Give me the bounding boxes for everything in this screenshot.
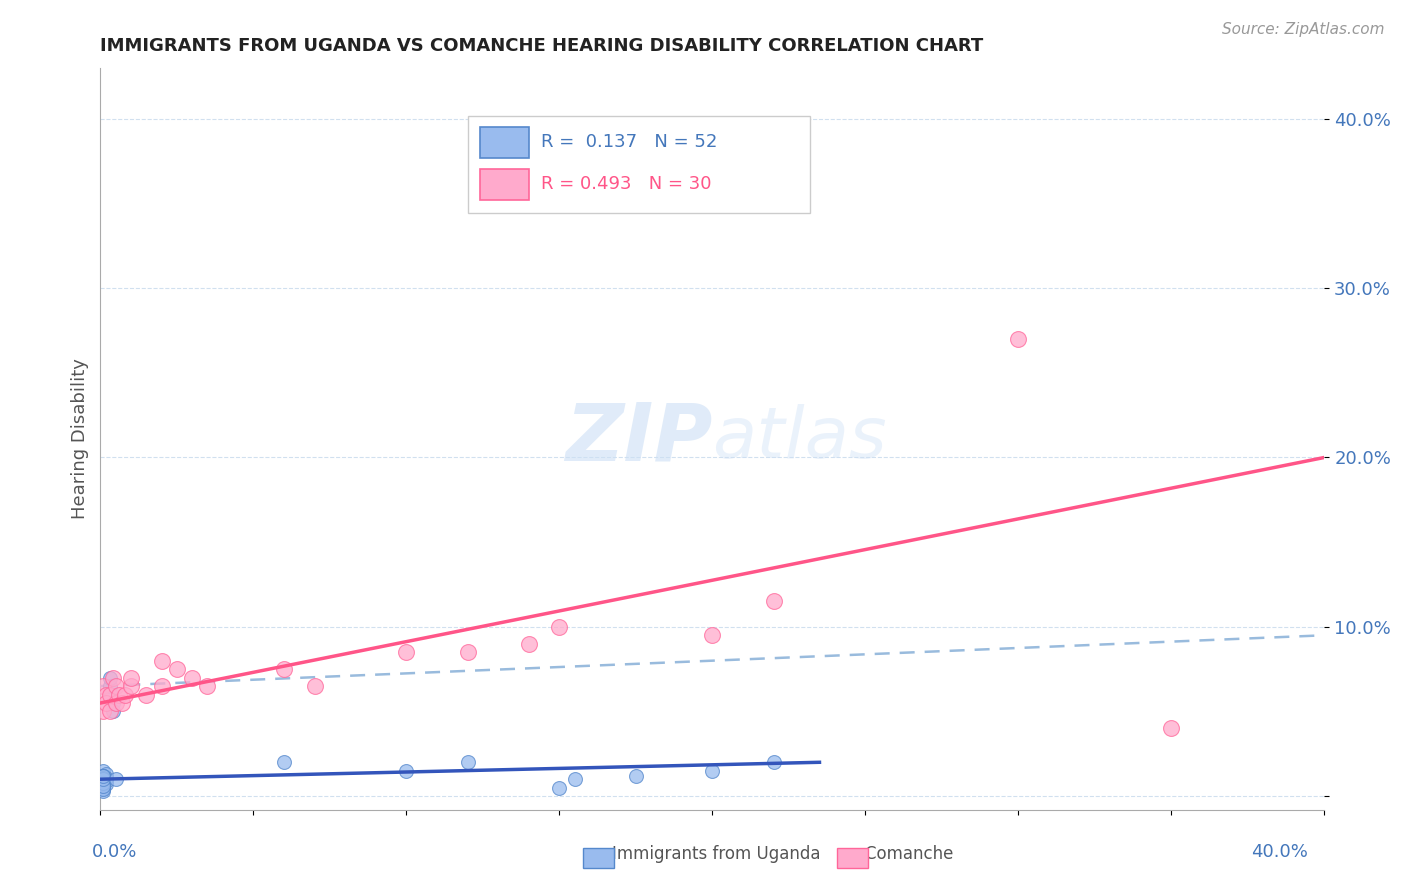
Point: [114, 688, 136, 702]
Point: [120, 671, 142, 685]
Point: [93, 780, 115, 795]
Point: [101, 671, 124, 685]
Point: [104, 772, 127, 787]
Point: [93, 779, 115, 793]
Point: [93, 775, 115, 789]
Text: R = 0.493   N = 30: R = 0.493 N = 30: [541, 175, 711, 193]
Point: [104, 679, 127, 693]
Point: [197, 679, 219, 693]
Point: [93, 764, 115, 778]
Point: [96, 773, 118, 788]
Point: [150, 679, 173, 693]
Point: [395, 645, 418, 659]
Point: [1007, 332, 1029, 346]
Point: [702, 764, 724, 778]
Point: [93, 769, 115, 783]
Point: [98, 688, 121, 702]
Point: [93, 769, 115, 783]
Point: [457, 756, 479, 770]
Point: [273, 662, 295, 676]
Point: [93, 773, 115, 788]
Point: [517, 637, 540, 651]
Text: IMMIGRANTS FROM UGANDA VS COMANCHE HEARING DISABILITY CORRELATION CHART: IMMIGRANTS FROM UGANDA VS COMANCHE HEARI…: [100, 37, 984, 55]
Text: 40.0%: 40.0%: [1251, 843, 1308, 861]
Point: [96, 772, 118, 787]
Text: Immigrants from Uganda: Immigrants from Uganda: [591, 846, 820, 863]
Point: [104, 696, 127, 710]
FancyBboxPatch shape: [479, 128, 529, 159]
Point: [96, 688, 118, 702]
Point: [93, 769, 115, 783]
Point: [93, 775, 115, 789]
Point: [93, 772, 115, 787]
Point: [93, 772, 115, 787]
Y-axis label: Hearing Disability: Hearing Disability: [72, 359, 89, 519]
Point: [93, 779, 115, 793]
Point: [135, 688, 157, 702]
Point: [93, 782, 115, 797]
Point: [166, 662, 188, 676]
Point: [93, 773, 115, 788]
Point: [93, 779, 115, 793]
Point: [98, 705, 121, 719]
Point: [93, 772, 115, 787]
Point: [93, 784, 115, 798]
Point: [96, 696, 118, 710]
Point: [548, 780, 571, 795]
Point: [93, 775, 115, 789]
Text: 0.0%: 0.0%: [91, 843, 136, 861]
Point: [101, 696, 124, 710]
Point: [120, 679, 142, 693]
Point: [93, 705, 115, 719]
Text: Comanche: Comanche: [844, 846, 953, 863]
Point: [93, 771, 115, 785]
Point: [93, 771, 115, 785]
Point: [93, 679, 115, 693]
Point: [762, 594, 785, 608]
Point: [96, 777, 118, 791]
Point: [762, 756, 785, 770]
Point: [624, 769, 647, 783]
Point: [548, 620, 571, 634]
Text: ZIP: ZIP: [565, 400, 713, 478]
Point: [98, 671, 121, 685]
Text: Source: ZipAtlas.com: Source: ZipAtlas.com: [1222, 22, 1385, 37]
Point: [107, 688, 129, 702]
Point: [111, 696, 134, 710]
Point: [304, 679, 326, 693]
Point: [273, 756, 295, 770]
Point: [93, 782, 115, 797]
Point: [93, 779, 115, 793]
Point: [93, 777, 115, 791]
FancyBboxPatch shape: [479, 169, 529, 200]
Point: [93, 769, 115, 783]
Point: [98, 679, 121, 693]
Point: [702, 628, 724, 642]
Point: [150, 654, 173, 668]
Point: [93, 775, 115, 789]
Point: [564, 772, 586, 787]
Point: [1160, 722, 1182, 736]
Point: [93, 772, 115, 787]
Text: atlas: atlas: [713, 404, 887, 474]
Point: [395, 764, 418, 778]
Point: [93, 777, 115, 791]
Point: [98, 688, 121, 702]
Point: [96, 771, 118, 785]
FancyBboxPatch shape: [468, 116, 810, 212]
Point: [93, 772, 115, 787]
Point: [93, 780, 115, 795]
Text: R =  0.137   N = 52: R = 0.137 N = 52: [541, 133, 717, 151]
Point: [181, 671, 204, 685]
Point: [457, 645, 479, 659]
Point: [101, 705, 124, 719]
Point: [93, 775, 115, 789]
Point: [93, 773, 115, 788]
Point: [93, 777, 115, 791]
Point: [96, 767, 118, 781]
Point: [93, 769, 115, 783]
